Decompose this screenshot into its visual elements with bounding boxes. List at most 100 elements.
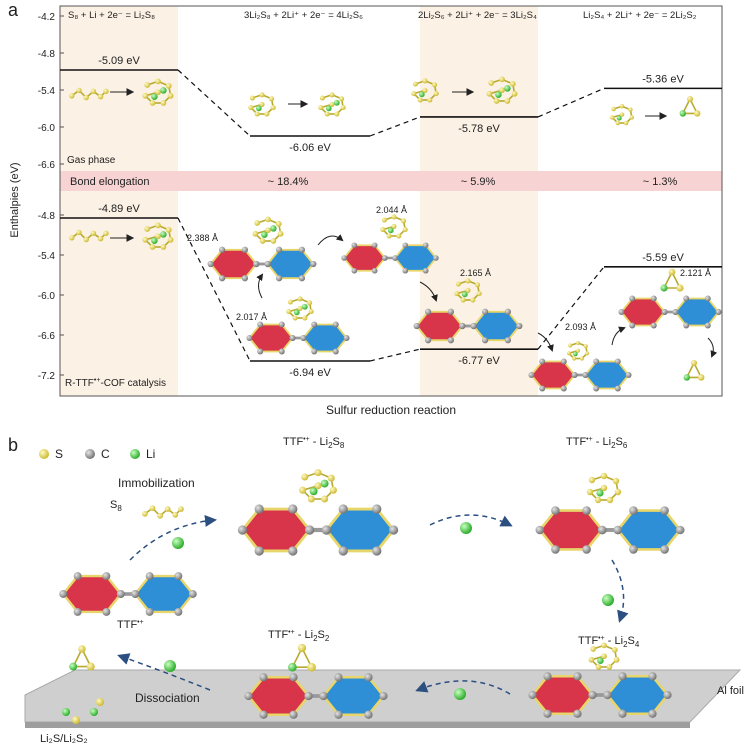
- carbon-atom: [241, 275, 249, 282]
- dashed-arrow: [611, 559, 629, 623]
- carbon-atom: [629, 506, 638, 515]
- carbon-atom: [289, 673, 298, 682]
- lithium-atom: [573, 351, 578, 357]
- carbon-atom: [254, 504, 264, 514]
- carbon-atom: [683, 295, 690, 302]
- carbon-atom: [683, 322, 690, 329]
- carbon-atom: [470, 322, 477, 330]
- panel-a-molecules: [69, 76, 722, 392]
- panel-b-label: b: [8, 435, 18, 455]
- sulfur-atom: [594, 496, 602, 504]
- y-tick-label: -6.0: [38, 123, 56, 134]
- sulfur-atom: [78, 645, 86, 653]
- gas-energy-label-1: -5.09 eV: [98, 55, 140, 67]
- sulfur-atom: [499, 76, 505, 83]
- carbon-atom: [433, 255, 439, 261]
- gas-connector-3: [537, 87, 605, 118]
- lithium-atom: [90, 708, 98, 716]
- carbon-atom: [174, 607, 183, 616]
- sulfur-atom: [270, 238, 277, 244]
- sulfur-atom: [623, 120, 629, 126]
- sulfur-atom: [600, 472, 608, 480]
- carbon-atom: [704, 322, 711, 329]
- sulfur-atom: [329, 101, 335, 107]
- sulfur-atom: [314, 482, 322, 490]
- sulfur-atom: [83, 236, 89, 243]
- sulfur-atom: [327, 474, 335, 482]
- sulfur-atom: [606, 496, 614, 504]
- carbon-atom: [188, 590, 197, 598]
- carbon-atom: [648, 672, 657, 681]
- carbon-atom: [392, 255, 398, 261]
- sulfur-atom: [299, 486, 307, 494]
- bond: [685, 361, 703, 379]
- sulfur-atom: [142, 236, 149, 243]
- sulfur-atom: [103, 88, 109, 95]
- sulfur-atom: [165, 227, 172, 233]
- sulfur-atom: [595, 664, 602, 670]
- carbon-atom: [573, 709, 582, 718]
- bond-elongation-band: [60, 171, 722, 191]
- sulfur-atom: [433, 91, 439, 97]
- carbon-atom: [571, 372, 578, 378]
- bond: [291, 646, 313, 669]
- sulfur-atom: [297, 296, 303, 302]
- sulfur-atom: [297, 305, 303, 311]
- carbon-atom: [661, 309, 668, 315]
- sulfur-atom: [619, 112, 625, 117]
- carbon-atom: [648, 709, 657, 718]
- carbon-atom: [259, 673, 268, 682]
- carbon-atom: [298, 246, 306, 253]
- blue-ring: [394, 244, 437, 272]
- lithium-legend-icon: [130, 449, 140, 459]
- carbon-atom: [371, 267, 378, 274]
- red-ring: [248, 323, 294, 353]
- sulfur-atom: [422, 87, 428, 93]
- s8-label: S8: [110, 499, 122, 513]
- y-tick-label: -4.2: [38, 12, 56, 23]
- sulfur-atom: [611, 106, 616, 112]
- reaction-4: Li₂S₄ + 2Li⁺ + 2e⁻ = 2Li₂S₂: [583, 10, 697, 21]
- carbon-atom: [543, 709, 552, 718]
- blue-ring: [584, 360, 630, 390]
- sulfur-atom: [690, 359, 698, 367]
- sulfur-atom: [318, 105, 324, 111]
- sulfur-atom: [265, 227, 271, 234]
- carbon-atom: [704, 295, 711, 302]
- carbon-atom: [319, 691, 328, 701]
- reaction-3: 2Li₂S₆ + 2Li⁺ + 2e⁻ = 3Li₂S₄: [418, 10, 537, 21]
- carbon-atom: [543, 672, 552, 681]
- lithium-atom: [270, 225, 277, 232]
- state-title-li2s8: TTF•+ - Li2S8: [283, 436, 345, 450]
- blue-ring: [302, 323, 348, 353]
- sulfur-atom: [297, 643, 307, 653]
- sulfur-atom: [402, 227, 408, 233]
- carbon-atom: [388, 525, 399, 535]
- curved-arrow: [419, 281, 438, 302]
- carbon-atom: [364, 673, 373, 682]
- carbon-atom: [207, 260, 214, 268]
- carbon-atom: [102, 607, 111, 616]
- carbon-atom: [614, 385, 621, 392]
- shade-column-1: [60, 6, 178, 396]
- blue-ring: [324, 507, 396, 553]
- carbon-atom: [675, 525, 685, 535]
- carbon-atom: [573, 672, 582, 681]
- sulfur-atom: [609, 115, 615, 120]
- carbon-atom: [614, 358, 621, 365]
- sulfur-atom: [83, 94, 89, 101]
- sulfur-atom: [586, 488, 594, 496]
- carbon-atom: [275, 246, 283, 253]
- curved-arrow: [256, 273, 264, 299]
- state-title-li2s2: TTF•+ - Li2S2: [268, 629, 330, 643]
- y-tick-label: -5.4: [38, 251, 56, 262]
- carbon-atom: [334, 710, 343, 719]
- sulfur-atom: [568, 343, 573, 348]
- sulfur-atom: [422, 78, 428, 84]
- sulfur-atom: [588, 656, 595, 663]
- carbon-atom: [351, 267, 358, 274]
- sulfur-atom: [172, 511, 179, 518]
- sulfur-atom: [585, 351, 590, 356]
- sulfur-atom: [164, 506, 171, 512]
- sulfur-atom: [454, 291, 460, 297]
